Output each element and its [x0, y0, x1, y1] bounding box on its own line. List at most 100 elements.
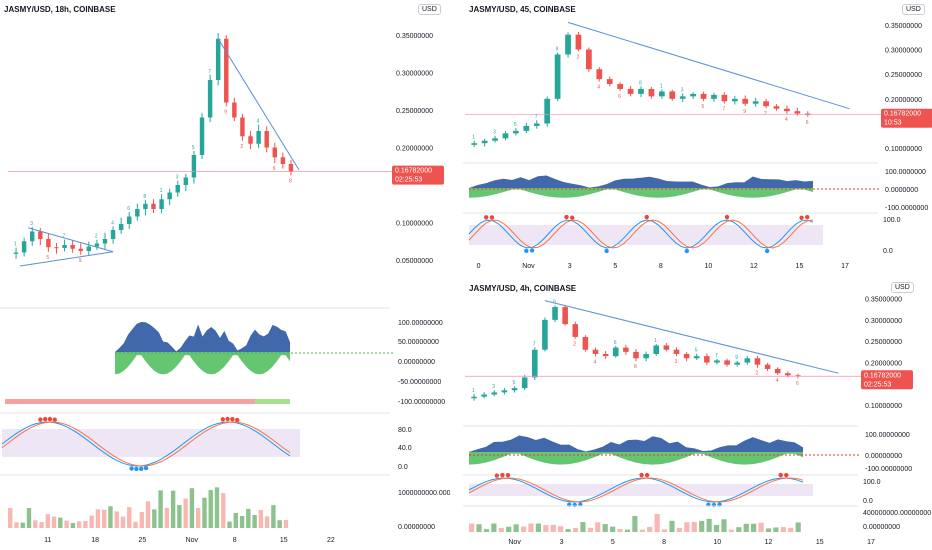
- stoch-overbought-dot: [38, 417, 43, 422]
- candle-body: [62, 245, 67, 248]
- candle-body: [501, 390, 508, 393]
- candle-body: [744, 358, 751, 363]
- macd-axis-label: 0.0000000: [885, 187, 918, 194]
- volume-bar: [114, 511, 119, 528]
- count-label: 2: [764, 111, 767, 117]
- volume-bar: [102, 509, 107, 528]
- chart-45m: 1 3 5 7 9 2 4 6 8 1 3 5 7 9 2 4 6 0.35000000 0.30000000 0.2…: [463, 0, 932, 275]
- count-label: 7: [715, 353, 718, 359]
- volume-bar: [632, 516, 638, 532]
- count-label: 5: [192, 145, 195, 151]
- volume-bar: [14, 522, 19, 528]
- candle-body: [714, 360, 720, 363]
- count-label: 3: [176, 175, 179, 181]
- count-label: 6: [273, 166, 276, 172]
- candle-body: [794, 111, 801, 114]
- candle-body: [754, 358, 761, 365]
- count-label: 2: [573, 342, 576, 348]
- stoch-overbought-dot: [52, 417, 57, 422]
- volume-bar: [246, 508, 251, 528]
- candle-body: [175, 185, 180, 193]
- time-axis-label: Nov: [522, 263, 535, 270]
- chart-45m-usd-badge[interactable]: USD: [902, 4, 925, 15]
- stoch-overbought-dot: [644, 472, 650, 478]
- trendline: [28, 227, 114, 253]
- count-label: 7: [63, 234, 66, 240]
- candle-body: [592, 349, 599, 354]
- volume-bar: [572, 527, 579, 532]
- macd-axis-label: 50.00000000: [398, 339, 439, 346]
- count-label: 2: [240, 144, 243, 150]
- candle-body: [643, 354, 649, 359]
- volume-bar: [152, 509, 157, 528]
- chart-18h-title: JASMY/USD, 18h, COINBASE: [4, 5, 116, 14]
- candle-body: [774, 368, 781, 374]
- macd-area-green: [469, 452, 803, 465]
- stoch-oversold-dot: [134, 466, 139, 472]
- count-label: 2: [95, 234, 98, 240]
- volume-bar: [506, 526, 512, 532]
- candle-body: [471, 143, 478, 145]
- volume-bar: [271, 505, 276, 528]
- volume-bar: [543, 525, 549, 532]
- stoch-oversold-dot: [711, 502, 717, 508]
- stoch-oversold-dot: [684, 248, 690, 254]
- candle-body: [562, 307, 568, 325]
- stoch-oversold-dot: [524, 248, 529, 254]
- price-axis-label: 0.35000000: [865, 297, 902, 304]
- chart-18h: 1 3 5 7 9 2 4 6 8 1 3 5 7 9 2 4 6 8 0.35000000 0.30000000 0.…: [0, 0, 450, 550]
- candle-body: [167, 192, 172, 200]
- volume-bar: [177, 505, 182, 528]
- stoch-oversold-dot: [129, 466, 134, 471]
- candle-body: [86, 246, 92, 251]
- count-label: 3: [492, 384, 495, 390]
- volume-bar: [617, 529, 623, 532]
- stoch-overbought-dot: [235, 417, 240, 423]
- price-axis-label: 0.10000000: [396, 221, 433, 228]
- chart-4h-title: JASMY/USD, 4h, COINBASE: [469, 284, 577, 293]
- volume-bar: [491, 523, 497, 532]
- volume-bar: [691, 521, 697, 532]
- count-label: 4: [597, 85, 600, 91]
- volume-bar: [788, 527, 794, 532]
- volume-axis-label: 1000000000.00000000: [398, 490, 450, 497]
- volume-bar: [227, 521, 232, 528]
- volume-bar: [565, 529, 571, 532]
- candle-body: [673, 349, 680, 354]
- volume-bar: [795, 522, 801, 532]
- candle-body: [773, 106, 780, 109]
- volume-bar: [258, 510, 264, 528]
- stoch-axis-label: 40.0: [398, 445, 412, 452]
- last-price-value: 0.16782000: [395, 168, 432, 175]
- candle-body: [795, 375, 801, 377]
- count-label: 6: [614, 340, 617, 346]
- volume-bar: [684, 522, 690, 532]
- time-axis-label: 8: [662, 539, 666, 546]
- stoch-overbought-dot: [799, 215, 804, 221]
- volume-bar: [51, 516, 57, 528]
- price-axis-label: 0.35000000: [885, 23, 922, 30]
- volume-bar: [202, 497, 207, 528]
- candle-body: [272, 147, 278, 158]
- volume-bar: [83, 521, 88, 528]
- stoch-d-line: [468, 477, 804, 503]
- candle-body: [572, 324, 579, 337]
- chart-4h-usd-badge[interactable]: USD: [891, 282, 914, 293]
- candle-body: [191, 155, 197, 178]
- price-axis-label: 0.10000000: [865, 403, 902, 410]
- volume-bar: [483, 529, 490, 532]
- chart-18h-usd-badge[interactable]: USD: [418, 4, 441, 15]
- last-price-value: 0.16782000: [864, 372, 901, 379]
- volume-bar: [158, 490, 163, 528]
- stoch-overbought-dot: [43, 416, 48, 422]
- candle-body: [143, 203, 148, 209]
- volume-bar: [773, 527, 779, 532]
- price-axis-label: 0.20000000: [885, 97, 922, 104]
- stoch-overbought-dot: [500, 472, 505, 478]
- time-axis-label: 12: [765, 539, 773, 546]
- count-label: 1: [660, 83, 663, 89]
- stoch-overbought-dot: [225, 416, 230, 422]
- candle-body: [648, 88, 655, 97]
- count-label: 9: [735, 355, 738, 361]
- volume-bar: [183, 498, 188, 528]
